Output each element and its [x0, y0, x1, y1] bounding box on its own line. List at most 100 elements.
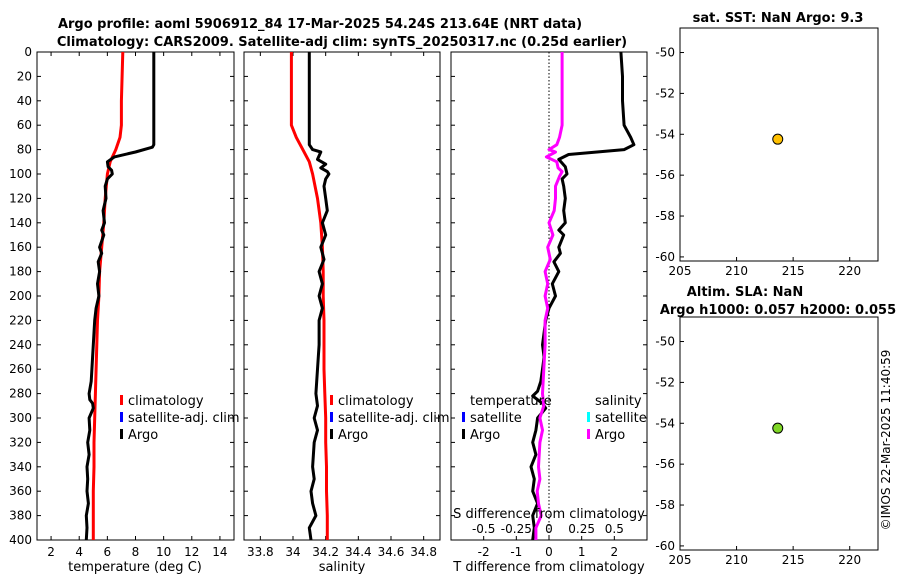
sst-map-y-tick-label: -54: [655, 127, 675, 141]
diff-top-x-tick-label: 0: [545, 522, 553, 536]
diff-x-tick-label: 2: [611, 545, 619, 559]
sst-map-y-tick-label: -52: [655, 86, 675, 100]
data-series: [84, 51, 784, 541]
temp-legend-argo-swatch: [120, 429, 123, 439]
diff-line-temperature-argo: [529, 51, 636, 541]
diff-legend-temp-argo: Argo: [470, 428, 500, 443]
sal-x-tick-label: 34.6: [378, 545, 405, 559]
sla-map-x-tick-label: 210: [725, 553, 748, 567]
temperature-x-label: temperature (deg C): [68, 560, 202, 575]
sla-map-y-tick-label: -52: [655, 375, 675, 389]
temp-x-tick-label: 12: [184, 545, 199, 559]
temp-x-tick-label: 14: [212, 545, 227, 559]
diff-legend-sal-satellite-swatch: [587, 412, 590, 422]
sal-line-climatology: [289, 52, 329, 540]
sla-map-y-tick-label: -50: [655, 335, 675, 349]
depth-tick-label: 160: [9, 240, 32, 254]
difference-axes: [450, 51, 648, 541]
sst-map-y-tick-label: -56: [655, 168, 675, 182]
sst-map-y-tick-label: -50: [655, 46, 675, 60]
temp-legend-climatology: climatology: [128, 394, 204, 409]
sst-map-axes: [679, 27, 879, 262]
temp-legend-argo: Argo: [128, 428, 158, 443]
depth-tick-label: 100: [9, 167, 32, 181]
sla-map-axes: [679, 316, 879, 551]
sla-map-y-tick-label: -58: [655, 498, 675, 512]
diff-legend-salinity-title: salinity: [595, 394, 642, 409]
temp-x-tick-label: 10: [156, 545, 171, 559]
depth-tick-label: 340: [9, 460, 32, 474]
sst-map-y-tick-label: -60: [655, 250, 675, 264]
sla-map-y-tick-label: -60: [655, 539, 675, 553]
depth-tick-label: 20: [17, 69, 32, 83]
temp-x-tick-label: 2: [47, 545, 55, 559]
depth-tick-label: 400: [9, 533, 32, 547]
depth-tick-label: 260: [9, 362, 32, 376]
diff-top-x-tick-label: 0.25: [568, 522, 595, 536]
sla-map-x-tick-label: 205: [669, 553, 692, 567]
temp-x-tick-label: 4: [75, 545, 83, 559]
depth-tick-label: 140: [9, 216, 32, 230]
diff-x-tick-label: -1: [510, 545, 522, 559]
temp-x-tick-label: 8: [132, 545, 140, 559]
copyright-stamp: ©IMOS 22-Mar-2025 11:40:59: [879, 350, 893, 531]
diff-legend-sal-satellite: satellite: [595, 411, 647, 426]
sla-map-x-tick-label: 215: [782, 553, 805, 567]
diff-legend-temp-satellite-swatch: [462, 412, 465, 422]
diff-x-tick-label: 0: [545, 545, 553, 559]
depth-tick-label: 380: [9, 509, 32, 523]
sal-x-tick-label: 34.2: [312, 545, 339, 559]
sal-legend-satellite-swatch: [330, 412, 333, 422]
sal-line-argo: [307, 52, 331, 541]
sal-legend-climatology: climatology: [338, 394, 414, 409]
salinity-axes: [243, 51, 441, 541]
sla-panel-title-line2: Argo h1000: 0.057 h2000: 0.055: [660, 303, 896, 318]
difference-top-x-label: S difference from climatology: [453, 507, 645, 522]
sal-x-tick-label: 34: [285, 545, 300, 559]
diff-x-tick-label: -2: [478, 545, 490, 559]
sal-x-tick-label: 34.4: [345, 545, 372, 559]
temp-legend-satellite: satellite-adj. clim: [128, 411, 240, 426]
sla-map-x-tick-label: 220: [838, 553, 861, 567]
diff-top-x-tick-label: 0.5: [605, 522, 624, 536]
temperature-axes: [36, 51, 235, 541]
depth-tick-label: 360: [9, 484, 32, 498]
depth-tick-label: 240: [9, 338, 32, 352]
depth-tick-label: 220: [9, 313, 32, 327]
temp-legend-climatology-swatch: [120, 395, 123, 405]
depth-tick-label: 80: [17, 143, 32, 157]
depth-tick-label: 280: [9, 387, 32, 401]
tick-marks: 0204060801001201401601802002202402602803…: [9, 45, 861, 567]
sal-x-tick-label: 34.8: [410, 545, 437, 559]
sst-map-argo-position-marker: [772, 133, 784, 145]
temp-legend-satellite-swatch: [120, 412, 123, 422]
sst-panel-title: sat. SST: NaN Argo: 9.3: [693, 11, 864, 26]
sal-legend-satellite: satellite-adj. clim: [338, 411, 450, 426]
sla-panel-title-line1: Altim. SLA: NaN: [687, 285, 803, 300]
temp-line-argo: [84, 52, 156, 541]
sst-map-x-tick-label: 210: [725, 264, 748, 278]
sla-map-y-tick-label: -56: [655, 457, 675, 471]
diff-legend-sal-argo-swatch: [587, 429, 590, 439]
sst-map-x-tick-label: 215: [782, 264, 805, 278]
depth-tick-label: 320: [9, 435, 32, 449]
sst-map-x-tick-label: 205: [669, 264, 692, 278]
sla-map-argo-position-marker: [772, 422, 784, 434]
diff-legend-temp-argo-swatch: [462, 429, 465, 439]
sal-x-tick-label: 33.8: [247, 545, 274, 559]
sst-map-x-tick-label: 220: [838, 264, 861, 278]
depth-tick-label: 0: [24, 45, 32, 59]
sst-map-y-tick-label: -58: [655, 209, 675, 223]
salinity-x-label: salinity: [319, 560, 366, 575]
depth-tick-label: 40: [17, 94, 32, 108]
sal-legend-argo-swatch: [330, 429, 333, 439]
figure-title-line2: Climatology: CARS2009. Satellite-adj cli…: [57, 35, 627, 50]
diff-legend-temperature-title: temperature: [470, 394, 552, 409]
difference-x-label: T difference from climatology: [452, 560, 645, 575]
temp-x-tick-label: 6: [104, 545, 112, 559]
diff-legend-sal-argo: Argo: [595, 428, 625, 443]
depth-tick-label: 300: [9, 411, 32, 425]
figure-title-line1: Argo profile: aoml 5906912_84 17-Mar-202…: [58, 17, 582, 32]
sal-legend-argo: Argo: [338, 428, 368, 443]
